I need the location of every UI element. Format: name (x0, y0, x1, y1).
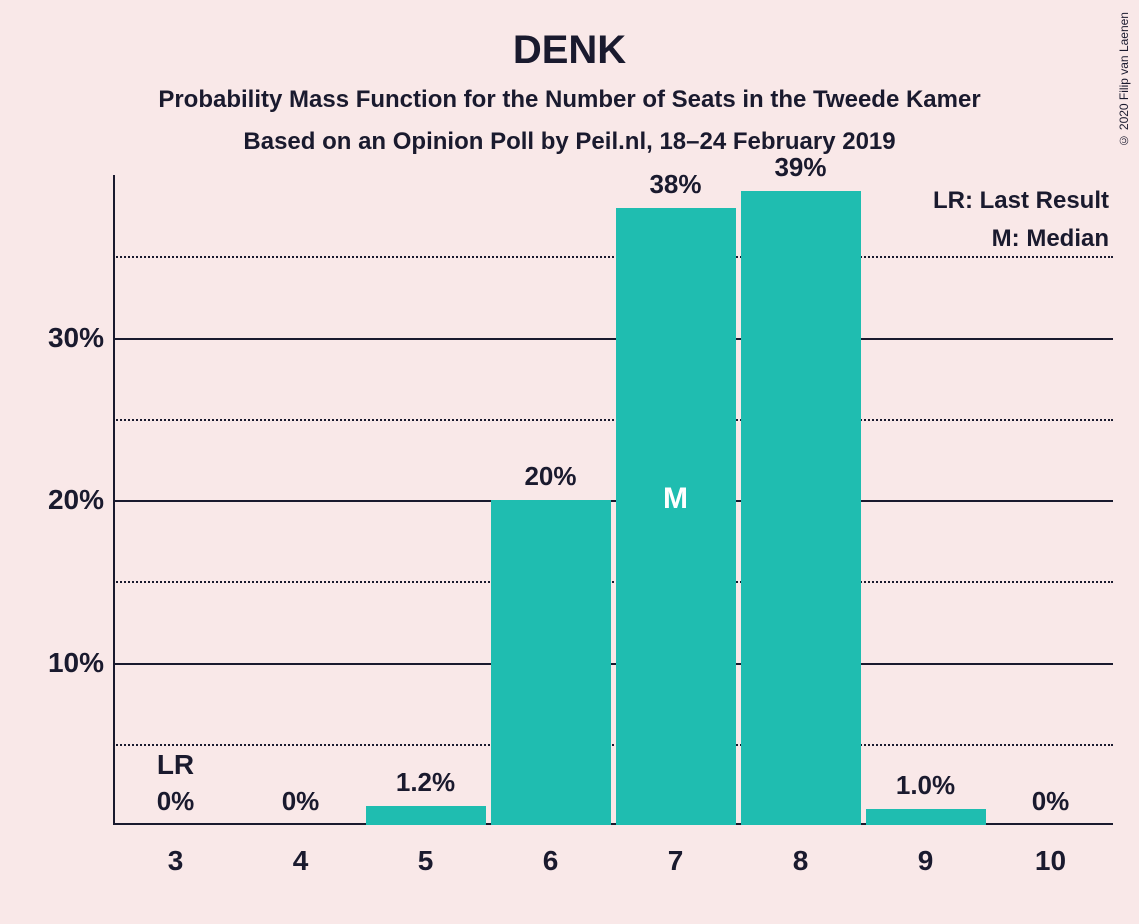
chart-subtitle-1: Probability Mass Function for the Number… (0, 86, 1139, 114)
gridline-minor (113, 581, 1113, 583)
x-tick-label: 4 (238, 845, 363, 877)
pmf-chart: DENK Probability Mass Function for the N… (0, 0, 1139, 924)
copyright-text: © 2020 Filip van Laenen (1117, 12, 1131, 147)
bar (866, 809, 986, 825)
bar-value-label: 1.2% (363, 767, 488, 798)
chart-subtitle-2: Based on an Opinion Poll by Peil.nl, 18–… (0, 128, 1139, 156)
x-tick-label: 6 (488, 845, 613, 877)
bar-value-label: 0% (988, 786, 1113, 817)
bar-value-label: 0% (238, 786, 363, 817)
x-tick-label: 7 (613, 845, 738, 877)
bar (491, 500, 611, 825)
bar (616, 208, 736, 826)
bar-value-label: 1.0% (863, 770, 988, 801)
lr-marker: LR (113, 749, 238, 781)
legend-line-lr: LR: Last Result (933, 182, 1109, 220)
gridline-minor (113, 419, 1113, 421)
y-tick-label: 30% (24, 322, 104, 354)
x-tick-label: 9 (863, 845, 988, 877)
bar (741, 191, 861, 825)
gridline-major (113, 663, 1113, 665)
x-tick-label: 5 (363, 845, 488, 877)
gridline-minor (113, 744, 1113, 746)
y-tick-label: 10% (24, 647, 104, 679)
x-tick-label: 8 (738, 845, 863, 877)
bar-value-label: 20% (488, 461, 613, 492)
x-tick-label: 10 (988, 845, 1113, 877)
x-tick-label: 3 (113, 845, 238, 877)
y-tick-label: 20% (24, 484, 104, 516)
median-marker: M (613, 482, 738, 516)
bar-value-label: 39% (738, 152, 863, 183)
gridline-major (113, 338, 1113, 340)
chart-title: DENK (0, 28, 1139, 73)
bar-value-label: 0% (113, 786, 238, 817)
bar-value-label: 38% (613, 169, 738, 200)
legend: LR: Last Result M: Median (933, 182, 1109, 259)
legend-line-m: M: Median (933, 220, 1109, 258)
bar (366, 806, 486, 826)
